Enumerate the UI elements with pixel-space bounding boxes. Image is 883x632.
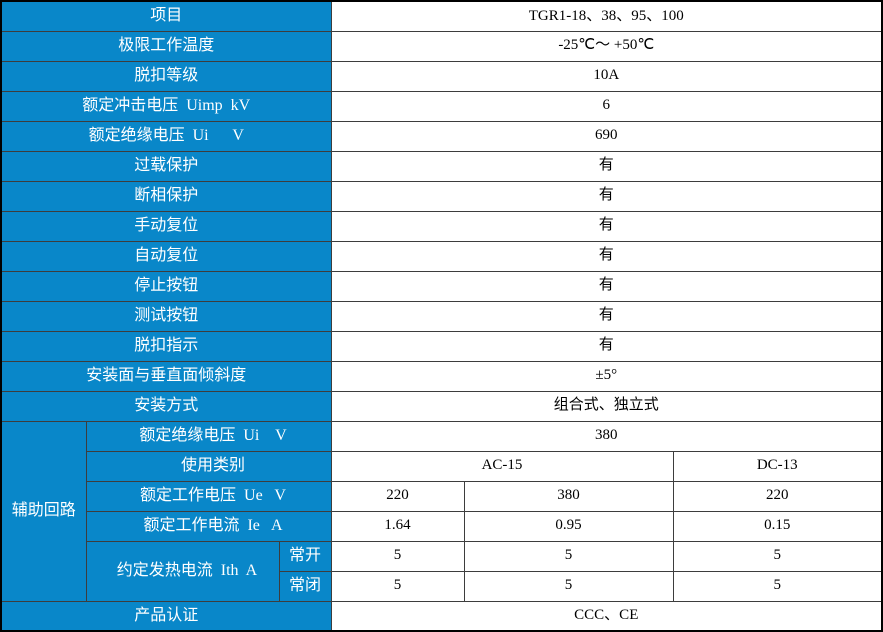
table-row: 辅助回路 额定绝缘电压 Ui V 380 (0, 420, 883, 602)
aux-insulation-value: 380 (330, 420, 883, 452)
table-row: 过载保护 有 (0, 150, 883, 182)
aux-category-label-text: 使用类别 (180, 456, 245, 474)
row-label: 额定绝缘电压 Ui V (0, 120, 332, 152)
row-value: 有 (330, 150, 883, 182)
table-row: 额定工作电压 Ue V 220 380 220 (1, 480, 883, 512)
aux-current-label-text: 额定工作电流 Ie A (143, 516, 283, 534)
aux-current-value: 1.64 (330, 510, 465, 542)
row-value: TGR1-18、38、95、100 (330, 0, 883, 32)
row-value: ±5° (330, 360, 883, 392)
cert-label: 产品认证 (0, 600, 332, 632)
aux-thermal-label-text: 约定发热电流 Ith A (116, 561, 258, 579)
aux-insulation-label: 额定绝缘电压 Ui V (85, 420, 332, 452)
aux-group-label: 辅助回路 (0, 420, 87, 602)
aux-nc-label: 常闭 (278, 570, 332, 602)
table-row: 额定冲击电压 Uimp kV 6 (0, 90, 883, 122)
row-value: 组合式、独立式 (330, 390, 883, 422)
row-value: 有 (330, 330, 883, 362)
aux-voltage-label: 额定工作电压 Ue V (85, 480, 332, 512)
aux-category-dc: DC-13 (672, 450, 883, 482)
row-label: 额定冲击电压 Uimp kV (0, 90, 332, 122)
table-row: 项目 TGR1-18、38、95、100 (0, 0, 883, 32)
aux-insulation-label-text: 额定绝缘电压 Ui V (139, 426, 287, 444)
aux-current-label: 额定工作电流 Ie A (85, 510, 332, 542)
table-row: 脱扣指示 有 (0, 330, 883, 362)
aux-category-ac: AC-15 (330, 450, 674, 482)
row-label: 极限工作温度 (0, 30, 332, 62)
table-row: 额定工作电流 Ie A 1.64 0.95 0.15 (1, 510, 883, 542)
aux-current-value: 0.15 (672, 510, 883, 542)
table-row: 自动复位 有 (0, 240, 883, 272)
row-label: 手动复位 (0, 210, 332, 242)
aux-no-value: 5 (463, 540, 674, 572)
aux-voltage-label-text: 额定工作电压 Ue V (140, 486, 286, 504)
row-label: 过载保护 (0, 150, 332, 182)
aux-category-label: 使用类别 (85, 450, 332, 482)
row-label: 安装面与垂直面倾斜度 (0, 360, 332, 392)
table-row: 断相保护 有 (0, 180, 883, 212)
aux-voltage-value: 380 (463, 480, 674, 512)
aux-nc-value: 5 (672, 570, 883, 602)
cert-value: CCC、CE (330, 600, 883, 632)
aux-voltage-value: 220 (330, 480, 465, 512)
table-row: 安装面与垂直面倾斜度 ±5° (0, 360, 883, 392)
row-value: -25℃～ +50℃ (330, 30, 883, 62)
aux-no-value: 5 (330, 540, 465, 572)
aux-no-label: 常开 (278, 540, 332, 572)
table-row: 产品认证 CCC、CE (0, 600, 883, 632)
row-value: 10A (330, 60, 883, 92)
aux-nc-value: 5 (463, 570, 674, 602)
row-label: 自动复位 (0, 240, 332, 272)
row-label: 断相保护 (0, 180, 332, 212)
row-label: 安装方式 (0, 390, 332, 422)
row-value: 690 (330, 120, 883, 152)
table-row: 安装方式 组合式、独立式 (0, 390, 883, 422)
table-row: 脱扣等级 10A (0, 60, 883, 92)
row-value: 6 (330, 90, 883, 122)
table-row: 停止按钮 有 (0, 270, 883, 302)
row-value: 有 (330, 210, 883, 242)
table-row: 额定绝缘电压 Ui V 690 (0, 120, 883, 152)
table-row: 约定发热电流 Ith A 常开 5 5 5 (1, 540, 883, 602)
row-label: 停止按钮 (0, 270, 332, 302)
row-value: 有 (330, 240, 883, 272)
aux-current-value: 0.95 (463, 510, 674, 542)
row-value: 有 (330, 180, 883, 212)
row-label: 测试按钮 (0, 300, 332, 332)
row-label: 脱扣指示 (0, 330, 332, 362)
table-row: 常闭 5 5 5 (1, 570, 883, 602)
aux-voltage-value: 220 (672, 480, 883, 512)
row-value: 有 (330, 300, 883, 332)
row-label: 脱扣等级 (0, 60, 332, 92)
row-value: 有 (330, 270, 883, 302)
table-row: 极限工作温度 -25℃～ +50℃ (0, 30, 883, 62)
row-label: 项目 (0, 0, 332, 32)
table-row: 测试按钮 有 (0, 300, 883, 332)
table-row: 使用类别 AC-15 DC-13 (1, 450, 883, 482)
aux-no-value: 5 (672, 540, 883, 572)
table-row: 手动复位 有 (0, 210, 883, 242)
aux-thermal-label: 约定发热电流 Ith A (85, 540, 280, 602)
aux-nc-value: 5 (330, 570, 465, 602)
